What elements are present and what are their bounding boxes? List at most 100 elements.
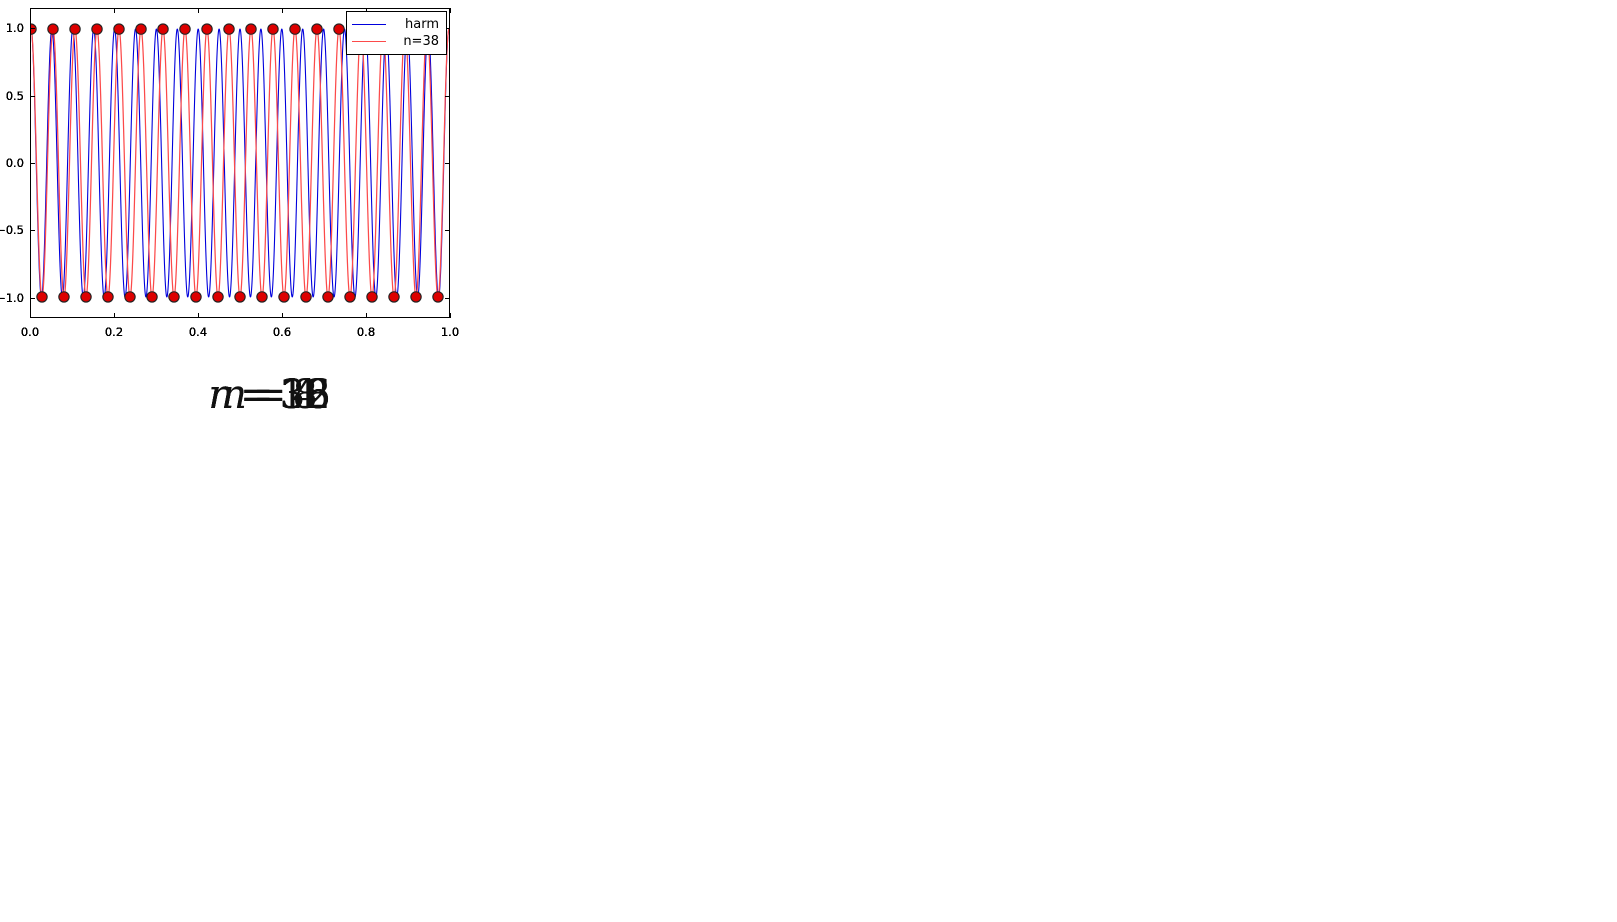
y-tick-label: 1.0 — [5, 21, 24, 36]
x-tick-label: 0.0 — [20, 325, 40, 339]
panel-caption: n = 36 — [0, 372, 539, 418]
y-tick-label: 0.0 — [5, 156, 24, 170]
x-tick-label: 0.2 — [104, 325, 124, 339]
panel-caption: n = 16 — [0, 372, 539, 418]
x-tick-label: 1.0 — [440, 325, 460, 339]
x-tick-label: 0.8 — [356, 325, 376, 339]
x-tick-label: 0.4 — [188, 325, 208, 339]
sample-marker — [102, 291, 114, 303]
caption-value: 32 — [279, 372, 331, 418]
caption-equals: = — [252, 372, 287, 418]
x-tick-label: 0.0 — [20, 325, 40, 339]
alias-curve — [31, 28, 449, 298]
sample-marker — [91, 23, 103, 35]
caption-variable: n — [221, 372, 247, 418]
sample-marker — [344, 291, 356, 303]
y-tick-label: 0.0 — [5, 156, 24, 170]
sample-marker — [157, 23, 169, 35]
x-tick-label: 1.0 — [440, 325, 460, 339]
sample-marker — [179, 23, 191, 35]
x-tick-mark — [198, 313, 199, 318]
y-tick-label: 1.0 — [5, 21, 24, 36]
caption-value: 36 — [279, 372, 331, 418]
x-tick-mark — [30, 313, 31, 318]
x-tick-label: 0.6 — [272, 325, 292, 339]
legend-item-alias: n=38 — [352, 33, 439, 50]
caption-equals: = — [240, 372, 274, 418]
axes-area: harm n=38 0.0 0.2 0.4 0.6 0.8 1.0 −1.0 −0.5 0.0 0.5… — [0, 8, 459, 339]
panel-caption: n = 32 — [0, 372, 539, 418]
x-tick-label: 1.0 — [440, 325, 460, 339]
sample-marker — [190, 291, 202, 303]
sample-marker — [289, 23, 301, 35]
x-tick-label: 0.8 — [356, 325, 376, 339]
y-tick-label: −0.5 — [0, 223, 24, 238]
y-tick-label: 0.0 — [5, 156, 24, 170]
plot-axes: harm n=38 — [30, 8, 450, 318]
caption-variable: n — [208, 372, 235, 418]
sample-marker — [80, 291, 92, 303]
x-tick-label: 0.6 — [272, 325, 292, 339]
caption-variable: n — [208, 372, 235, 418]
sample-marker — [223, 23, 235, 35]
y-tick-label: −0.5 — [0, 223, 24, 238]
x-tick-label: 0.2 — [104, 325, 124, 339]
x-tick-mark — [198, 8, 199, 13]
sample-marker — [432, 291, 444, 303]
sample-marker — [168, 291, 180, 303]
caption-value: 4 — [292, 372, 318, 418]
y-tick-label: −0.5 — [0, 223, 24, 238]
sample-marker — [410, 291, 422, 303]
x-tick-mark — [366, 8, 367, 13]
caption-equals: = — [240, 372, 274, 418]
y-tick-label: −1.0 — [0, 290, 24, 305]
panel-caption: n = 38 — [0, 372, 539, 418]
caption-variable: n — [208, 372, 235, 418]
y-tick-label: 0.0 — [5, 156, 24, 170]
x-tick-label: 0.6 — [272, 325, 292, 339]
sample-marker — [201, 23, 213, 35]
legend-label: n=38 — [403, 34, 439, 49]
legend-item-harm: harm — [352, 16, 439, 33]
sample-marker — [146, 291, 158, 303]
legend-line-swatch — [352, 24, 386, 25]
sample-marker — [311, 23, 323, 35]
x-tick-label: 0.8 — [356, 325, 376, 339]
x-tick-mark — [114, 8, 115, 13]
y-tick-label: 1.0 — [5, 21, 24, 36]
x-tick-mark — [366, 313, 367, 318]
y-tick-label: −0.5 — [0, 223, 24, 238]
y-tick-label: −1.0 — [0, 290, 24, 305]
sample-marker — [124, 291, 136, 303]
sample-marker — [212, 291, 224, 303]
caption-equals: = — [252, 372, 287, 418]
x-tick-label: 0.2 — [104, 325, 124, 339]
y-tick-mark — [445, 28, 450, 30]
y-tick-label: 0.5 — [5, 88, 24, 103]
x-tick-mark — [30, 8, 31, 13]
legend-label: harm — [405, 17, 439, 32]
x-tick-label: 0.4 — [188, 325, 208, 339]
x-tick-label: 0.4 — [188, 325, 208, 339]
x-tick-label: 0.2 — [104, 325, 124, 339]
x-tick-label: 0.0 — [20, 325, 40, 339]
sample-marker — [388, 291, 400, 303]
y-tick-label: −1.0 — [0, 290, 24, 305]
y-tick-label: 1.0 — [5, 21, 24, 36]
x-tick-label: 0.2 — [104, 325, 124, 339]
sample-marker — [300, 291, 312, 303]
y-tick-label: −1.0 — [0, 290, 24, 305]
x-tick-label: 0.0 — [20, 325, 40, 339]
y-tick-label: −0.5 — [0, 223, 24, 238]
sample-marker — [245, 23, 257, 35]
y-tick-label: −1.0 — [0, 290, 24, 305]
y-tick-mark — [445, 163, 450, 164]
plot-panel-n-38: harm n=38 0.0 0.2 0.4 0.6 0.8 1.0 −1.0 −0.5 0.0 0.5… — [0, 0, 539, 461]
curves — [31, 23, 449, 303]
y-tick-label: 0.5 — [5, 88, 24, 103]
x-tick-label: 0.4 — [188, 325, 208, 339]
sample-marker — [333, 23, 345, 35]
sample-marker — [256, 291, 268, 303]
sample-marker — [113, 23, 125, 35]
